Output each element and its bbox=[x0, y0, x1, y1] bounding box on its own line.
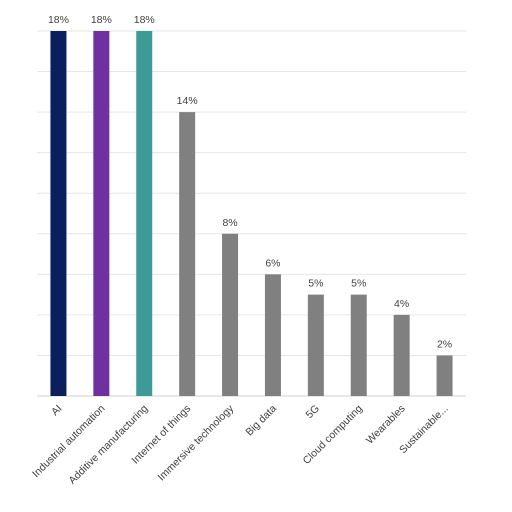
bar bbox=[307, 294, 324, 396]
category-label: Big data bbox=[243, 403, 279, 439]
data-label: 5% bbox=[351, 278, 366, 290]
data-labels: 18% 18% 18% 14% 8% 6% 5% 5% 4% 2% bbox=[48, 14, 452, 350]
category-label: Immersive technology bbox=[155, 402, 236, 483]
category-label: Industrial automation bbox=[30, 403, 108, 481]
data-label: 18% bbox=[134, 14, 155, 26]
bar bbox=[50, 31, 67, 396]
category-label: 5G bbox=[304, 403, 322, 421]
data-label: 6% bbox=[265, 257, 280, 269]
data-label: 18% bbox=[48, 14, 69, 26]
bars bbox=[50, 31, 453, 396]
category-label: Wearables bbox=[364, 403, 408, 447]
bar bbox=[93, 31, 110, 396]
data-label: 2% bbox=[437, 338, 452, 350]
bar bbox=[222, 233, 239, 396]
data-label: 14% bbox=[177, 95, 198, 107]
bar bbox=[264, 274, 281, 396]
bar bbox=[436, 355, 453, 396]
data-label: 4% bbox=[394, 298, 409, 310]
data-label: 5% bbox=[308, 278, 323, 290]
data-label: 8% bbox=[222, 217, 237, 229]
data-label: 18% bbox=[91, 14, 112, 26]
bar bbox=[350, 294, 367, 396]
category-label: AI bbox=[49, 403, 65, 419]
bar bbox=[136, 31, 153, 396]
category-label: Additive manufacturing bbox=[66, 403, 150, 487]
bar bbox=[179, 112, 196, 396]
bar bbox=[393, 314, 410, 396]
